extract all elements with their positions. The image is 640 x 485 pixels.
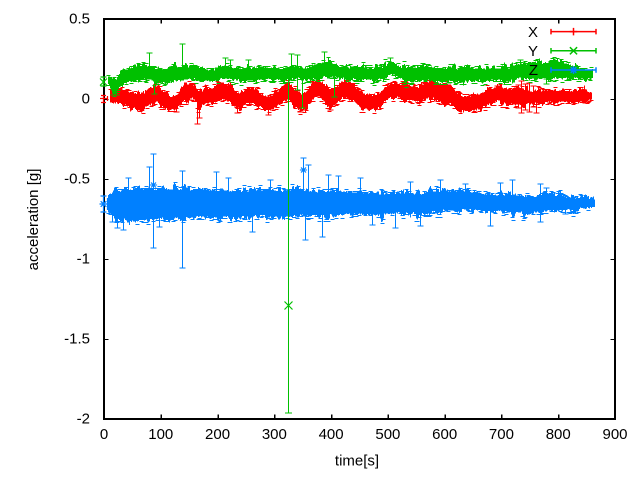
svg-text:-1: -1 bbox=[77, 251, 90, 268]
svg-text:100: 100 bbox=[148, 426, 173, 443]
svg-text:300: 300 bbox=[262, 426, 287, 443]
svg-text:200: 200 bbox=[205, 426, 230, 443]
svg-text:acceleration [g]: acceleration [g] bbox=[25, 169, 42, 271]
svg-text:-2: -2 bbox=[77, 411, 90, 428]
svg-text:900: 900 bbox=[602, 426, 627, 443]
svg-text:time[s]: time[s] bbox=[335, 453, 379, 470]
svg-text:400: 400 bbox=[319, 426, 344, 443]
svg-text:X: X bbox=[528, 24, 538, 41]
svg-text:0: 0 bbox=[82, 91, 90, 108]
svg-text:-0.5: -0.5 bbox=[64, 171, 90, 188]
svg-text:Y: Y bbox=[528, 43, 538, 60]
svg-text:Z: Z bbox=[529, 62, 538, 79]
svg-text:500: 500 bbox=[375, 426, 400, 443]
svg-text:600: 600 bbox=[432, 426, 457, 443]
svg-text:-1.5: -1.5 bbox=[64, 331, 90, 348]
svg-text:800: 800 bbox=[546, 426, 571, 443]
svg-text:0: 0 bbox=[100, 426, 108, 443]
svg-text:0.5: 0.5 bbox=[69, 11, 90, 28]
svg-text:700: 700 bbox=[489, 426, 514, 443]
